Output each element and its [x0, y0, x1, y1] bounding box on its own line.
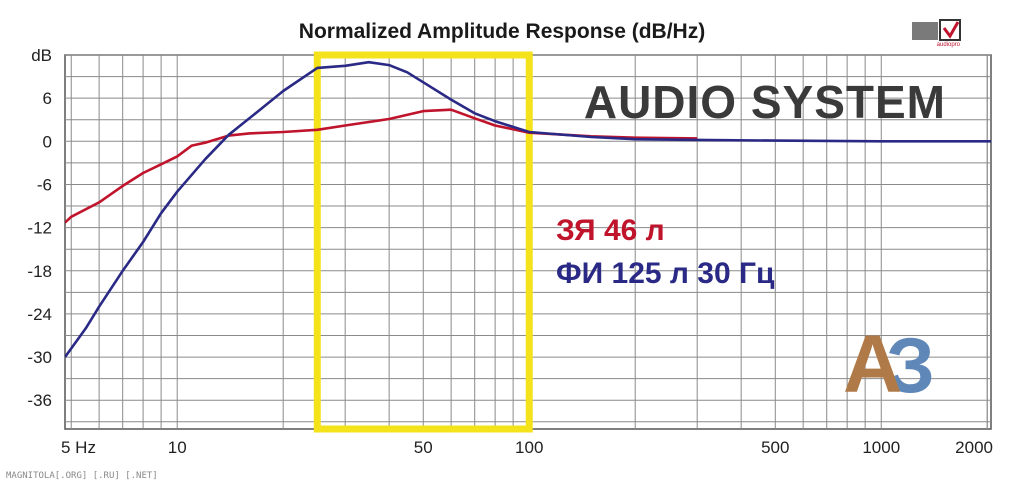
x-tick-label: 2000: [955, 438, 993, 457]
series-line-1: [65, 108, 698, 224]
x-tick-label: 500: [761, 438, 789, 457]
x-tick-label: 100: [515, 438, 543, 457]
y-tick-label: -6: [37, 175, 52, 194]
site-watermark: MAGNITOLA[.ORG] [.RU] [.NET]: [6, 471, 158, 481]
x-axis-ticks: 5 Hz 10 50 100 500 1000 2000: [61, 438, 993, 457]
y-tick-label: 6: [43, 89, 52, 108]
x-tick-label: 10: [168, 438, 187, 457]
x-tick-label: 5 Hz: [61, 438, 96, 457]
corner-logo-text: audiopro: [937, 42, 961, 48]
y-tick-label: -24: [27, 305, 52, 324]
series-group: [65, 60, 991, 358]
x-tick-label: 50: [414, 438, 433, 457]
y-axis-ticks: dB 6 0 -6 -12 -18 -24 -30 -36: [27, 46, 52, 410]
chart-title: Normalized Amplitude Response (dB/Hz): [299, 20, 705, 43]
legend-series-1: ЗЯ 46 л: [556, 214, 665, 247]
x-tick-label: 1000: [862, 438, 900, 457]
y-tick-label: -18: [27, 262, 52, 281]
y-tick-label: -36: [27, 391, 52, 410]
legend-series-2: ФИ 125 л 30 Гц: [556, 257, 775, 290]
corner-logo: audiopro: [912, 19, 961, 48]
az-logo: З А: [843, 319, 935, 410]
highlight-rect: [313, 51, 533, 433]
y-tick-label: -12: [27, 219, 52, 238]
y-tick-label: 0: [43, 132, 52, 151]
y-tick-label: -30: [27, 348, 52, 367]
y-tick-label: dB: [31, 46, 52, 65]
series-line-2: [65, 60, 991, 358]
brand-label: AUDIO SYSTEM: [584, 76, 946, 128]
highlight-box: [313, 51, 533, 433]
logo-letter-a: А: [843, 319, 902, 410]
logo-letter-3: З: [886, 321, 935, 409]
